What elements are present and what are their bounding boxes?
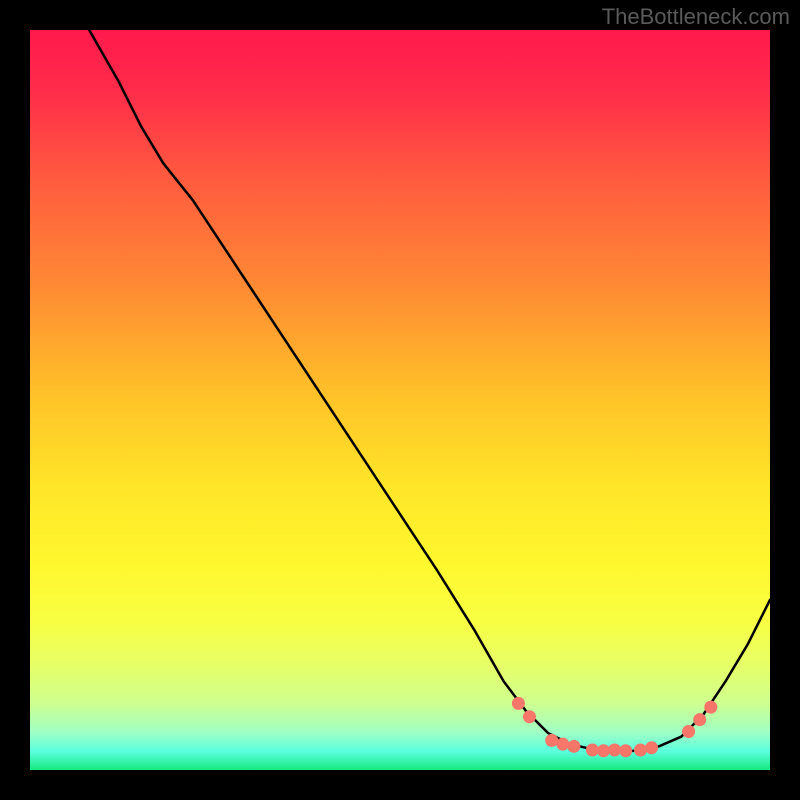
plot-area: [30, 30, 770, 770]
data-marker: [693, 713, 706, 726]
data-marker: [704, 701, 717, 714]
plot-svg: [30, 30, 770, 770]
data-marker: [556, 738, 569, 751]
data-marker: [586, 744, 599, 757]
data-marker: [619, 744, 632, 757]
data-marker: [682, 725, 695, 738]
data-marker: [634, 744, 647, 757]
data-marker: [512, 697, 525, 710]
data-marker: [545, 734, 558, 747]
data-marker: [567, 740, 580, 753]
watermark-text: TheBottleneck.com: [602, 4, 790, 30]
data-marker: [597, 744, 610, 757]
gradient-background: [30, 30, 770, 770]
data-marker: [608, 744, 621, 757]
data-marker: [645, 741, 658, 754]
chart-frame: TheBottleneck.com: [0, 0, 800, 800]
data-marker: [523, 710, 536, 723]
